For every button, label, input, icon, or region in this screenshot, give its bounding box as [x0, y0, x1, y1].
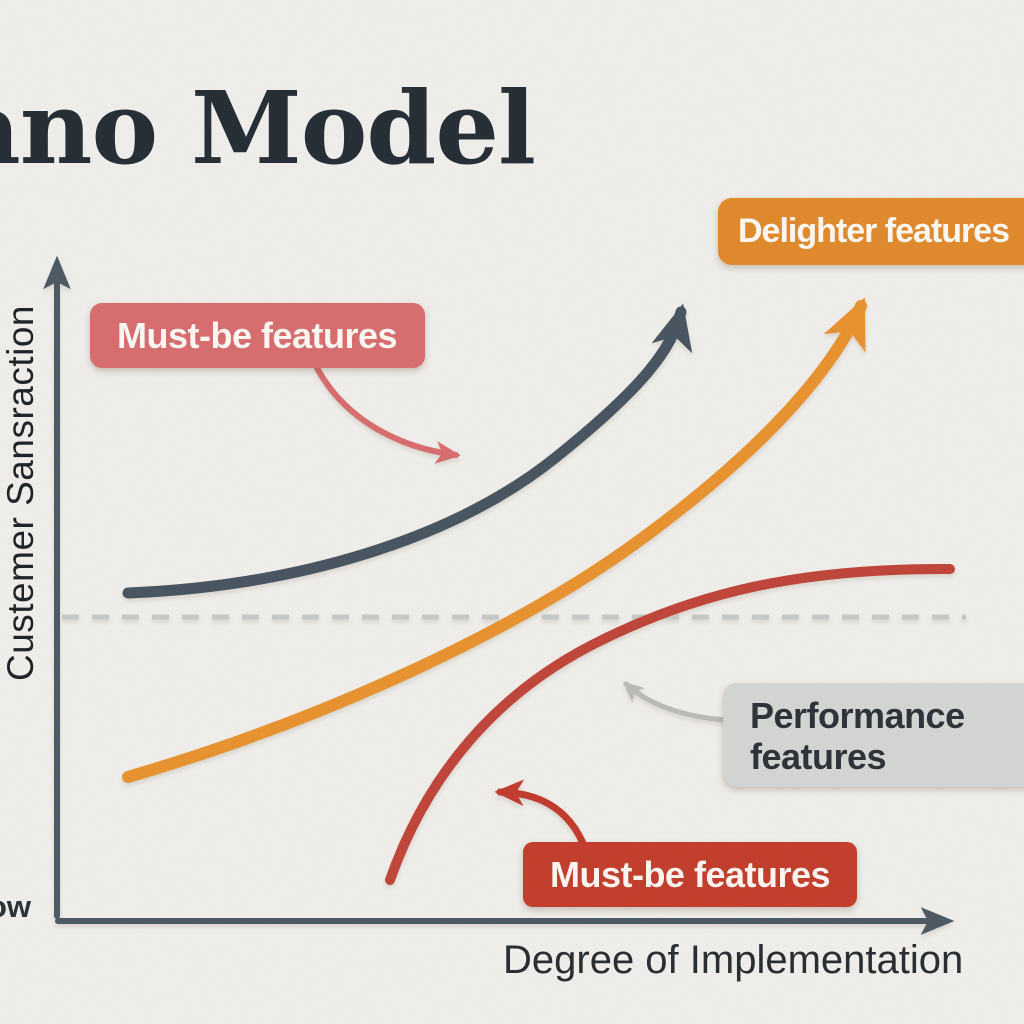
performance-callout: Performance features	[723, 683, 1024, 787]
performance-callout-arrow	[623, 681, 728, 723]
x-axis-label: Degree of Implementation	[503, 938, 964, 982]
delighter-callout: Delighter features	[718, 198, 1024, 265]
performance-callout-label-line1: Performance	[750, 695, 965, 736]
performance-callout-label-line2: features	[750, 736, 887, 777]
page-title: ano Model	[0, 69, 536, 187]
origin-low-label: ow	[0, 889, 32, 924]
y-axis-label: Custemer Sansraction	[0, 304, 41, 682]
must-be-top-callout-arrow	[313, 363, 461, 464]
delighter-callout-label: Delighter features	[738, 212, 1010, 250]
must-be-top-callout-label: Must-be features	[117, 314, 398, 356]
must-be-bottom-callout: Must-be features	[523, 842, 857, 907]
must-be-bottom-callout-arrow	[494, 779, 589, 852]
must-be-bottom-callout-label: Must-be features	[549, 853, 831, 895]
must-be-top-callout: Must-be features	[90, 303, 425, 368]
